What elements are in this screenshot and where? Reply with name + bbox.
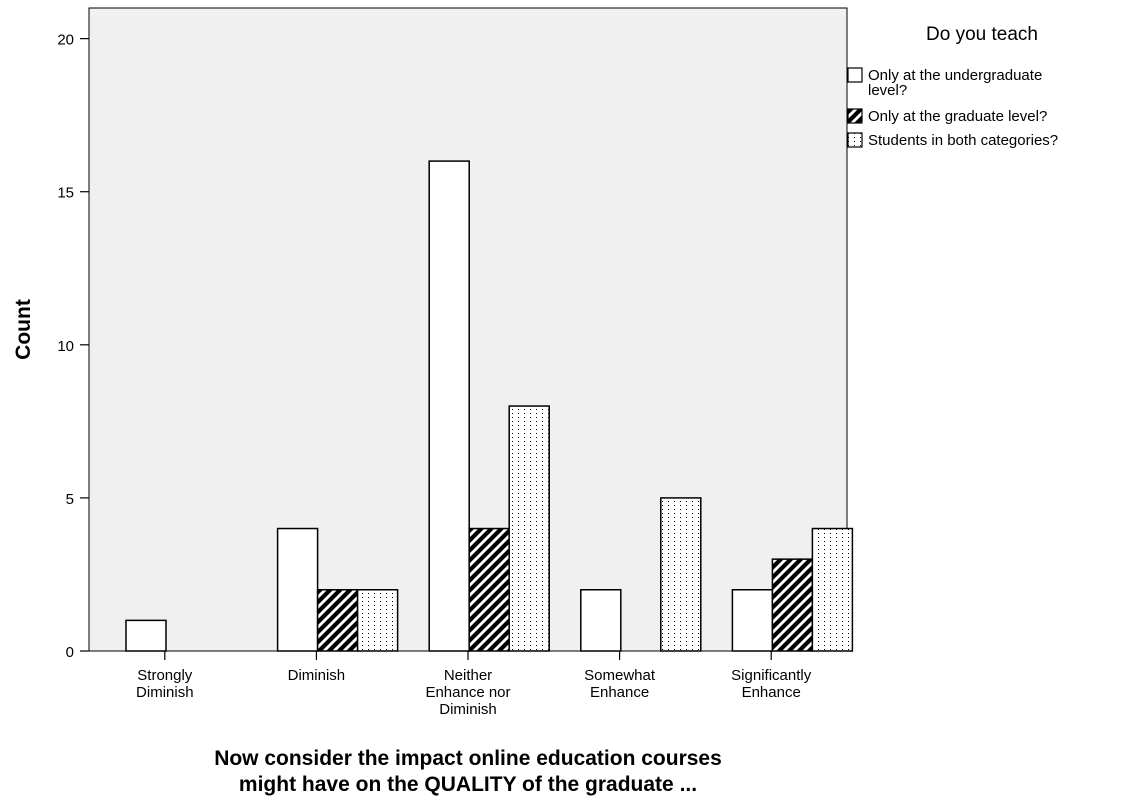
bar-1-3 [428, 160, 470, 652]
y-tick-label: 5 [66, 491, 74, 508]
legend-swatch-3 [847, 132, 863, 148]
bar-3-4 [660, 497, 702, 652]
legend-swatch-2 [847, 108, 863, 124]
y-tick-label: 10 [57, 338, 74, 355]
bar-2-2 [316, 589, 359, 652]
legend-swatch-1 [847, 67, 863, 83]
bar-1-2 [276, 527, 319, 652]
y-tick-label: 15 [57, 185, 74, 202]
x-tick-label: Somewhat Enhance [584, 667, 656, 701]
x-tick-label: Diminish [288, 667, 346, 684]
bar-1-5 [731, 589, 774, 652]
bar-3-5 [811, 527, 854, 652]
legend-label-1: Only at the undergraduate level? [868, 67, 1042, 99]
bar-3-2 [356, 589, 399, 652]
bar-1-1 [125, 619, 167, 652]
x-tick-label: Strongly Diminish [136, 667, 194, 701]
x-axis-title: Now consider the impact online education… [214, 747, 722, 796]
y-axis-title: Count [12, 299, 35, 360]
legend-title: Do you teach [926, 24, 1038, 45]
x-tick-label: Neither Enhance nor Diminish [425, 667, 510, 718]
legend-label-3: Students in both categories? [868, 132, 1058, 149]
bar-2-5 [771, 558, 814, 652]
x-tick-label: Significantly Enhance [731, 667, 812, 701]
y-tick-label: 0 [66, 644, 74, 661]
bar-2-3 [468, 527, 510, 652]
legend-label-2: Only at the graduate level? [868, 108, 1047, 125]
y-tick-label: 20 [57, 32, 74, 49]
bar-1-4 [580, 589, 622, 652]
bar-3-3 [508, 405, 550, 652]
